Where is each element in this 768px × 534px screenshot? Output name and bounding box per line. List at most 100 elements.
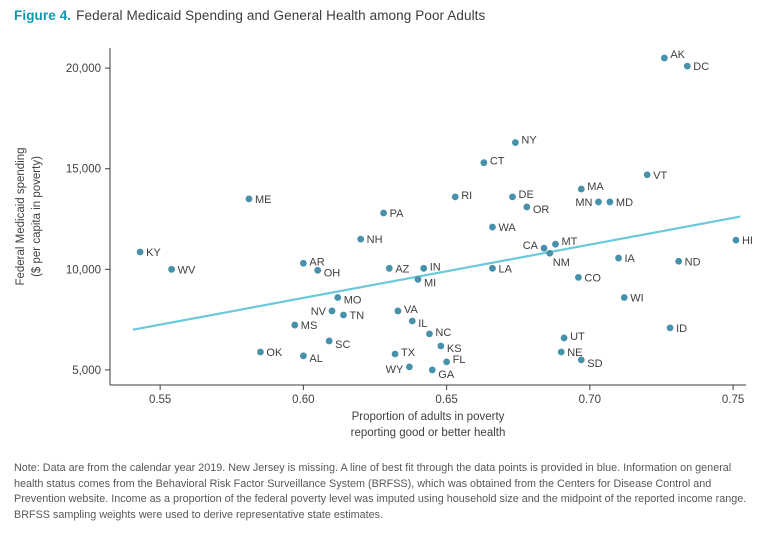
point-label-VA: VA: [404, 304, 419, 316]
x-axis-title: Proportion of adults in poverty: [352, 411, 505, 423]
data-point-PA: [380, 209, 387, 217]
point-label-CT: CT: [490, 156, 505, 168]
point-label-NC: NC: [435, 327, 451, 339]
data-point-WI: [620, 294, 628, 301]
point-label-AL: AL: [309, 353, 322, 365]
figure-label: Figure 4.: [14, 8, 72, 23]
data-point-NH: [357, 235, 365, 243]
point-label-OR: OR: [533, 204, 550, 216]
data-point-VA: [394, 307, 402, 315]
data-point-VT: [643, 171, 651, 179]
data-point-IL: [408, 317, 416, 325]
data-point-SC: [325, 337, 333, 345]
data-point-WA: [489, 223, 496, 231]
point-label-NY: NY: [521, 135, 537, 147]
point-label-UT: UT: [570, 331, 585, 343]
point-label-DC: DC: [693, 61, 709, 73]
figure-title: Figure 4. Federal Medicaid Spending and G…: [14, 8, 485, 23]
point-label-LA: LA: [498, 263, 512, 275]
y-tick-label: 10,000: [66, 264, 101, 276]
point-label-MN: MN: [575, 197, 592, 209]
point-label-KY: KY: [146, 247, 161, 259]
data-point-MS: [291, 321, 299, 329]
point-label-WA: WA: [498, 222, 516, 234]
point-label-ND: ND: [685, 256, 701, 268]
point-label-MA: MA: [587, 181, 604, 193]
x-tick-label: 0.65: [435, 394, 457, 406]
point-label-MT: MT: [561, 236, 577, 248]
data-point-NC: [426, 330, 433, 338]
x-tick-label: 0.75: [722, 394, 744, 406]
x-tick-label: 0.55: [149, 394, 171, 406]
data-point-MN: [595, 198, 602, 206]
point-label-AR: AR: [309, 256, 324, 268]
data-point-OK: [257, 348, 264, 356]
data-point-CT: [480, 159, 488, 167]
data-point-RI: [451, 193, 459, 201]
point-label-MO: MO: [344, 294, 362, 306]
data-point-ME: [245, 195, 253, 203]
point-label-DE: DE: [519, 189, 534, 201]
data-point-CA: [540, 244, 548, 252]
data-point-AR: [299, 259, 307, 267]
x-tick-label: 0.60: [292, 394, 314, 406]
point-label-WY: WY: [386, 364, 404, 376]
data-point-KS: [437, 342, 445, 350]
data-point-NY: [511, 139, 519, 146]
point-label-VT: VT: [653, 170, 667, 182]
point-label-ID: ID: [676, 323, 687, 335]
point-label-KS: KS: [447, 343, 462, 355]
y-tick-label: 20,000: [66, 63, 101, 75]
scatter-chart: 5,000 10,000 15,000 20,000 0.55 0.60 0.65 0.70 0…: [15, 48, 753, 439]
data-point-GA: [428, 366, 436, 374]
x-tick-label: 0.70: [579, 394, 601, 406]
trendline: [132, 215, 741, 331]
data-point-SD: [577, 356, 585, 364]
point-label-SD: SD: [587, 358, 602, 370]
data-point-CO: [575, 273, 582, 281]
point-label-NH: NH: [367, 234, 383, 246]
data-point-IA: [615, 254, 622, 262]
point-label-NE: NE: [567, 347, 582, 359]
data-point-DC: [683, 62, 691, 70]
data-point-ID: [666, 324, 674, 332]
point-label-GA: GA: [438, 369, 455, 381]
point-label-WI: WI: [630, 292, 643, 304]
data-point-AZ: [385, 264, 393, 272]
point-label-TN: TN: [349, 310, 364, 322]
point-label-ME: ME: [255, 194, 272, 206]
data-point-WV: [168, 265, 175, 273]
data-point-NV: [328, 307, 336, 315]
y-tick-label: 5,000: [72, 365, 101, 377]
point-label-MS: MS: [301, 320, 318, 332]
data-point-NM: [546, 249, 554, 257]
point-label-HI: HI: [742, 235, 753, 247]
point-label-CA: CA: [523, 240, 539, 252]
data-point-TX: [391, 350, 399, 358]
x-axis-title: reporting good or better health: [351, 427, 506, 439]
point-label-NV: NV: [311, 306, 327, 318]
point-label-PA: PA: [390, 208, 405, 220]
data-point-AK: [660, 54, 668, 62]
data-point-IN: [420, 264, 428, 272]
point-label-FL: FL: [453, 354, 466, 366]
data-point-FL: [443, 358, 451, 366]
data-point-MO: [334, 294, 342, 301]
data-point-UT: [560, 334, 568, 342]
data-point-OR: [523, 203, 531, 211]
point-label-AZ: AZ: [395, 263, 409, 275]
data-point-WY: [405, 363, 413, 371]
data-point-MD: [606, 198, 614, 206]
point-label-IL: IL: [418, 318, 427, 330]
point-label-MI: MI: [424, 277, 436, 289]
data-point-MI: [414, 275, 422, 283]
point-label-MD: MD: [616, 197, 633, 209]
point-label-RI: RI: [461, 190, 472, 202]
data-point-MA: [577, 185, 585, 193]
data-point-MT: [552, 240, 559, 248]
data-point-ND: [675, 257, 683, 265]
point-label-WV: WV: [178, 264, 196, 276]
data-point-HI: [732, 236, 740, 244]
data-point-KY: [136, 248, 144, 256]
data-point-AL: [299, 352, 307, 360]
